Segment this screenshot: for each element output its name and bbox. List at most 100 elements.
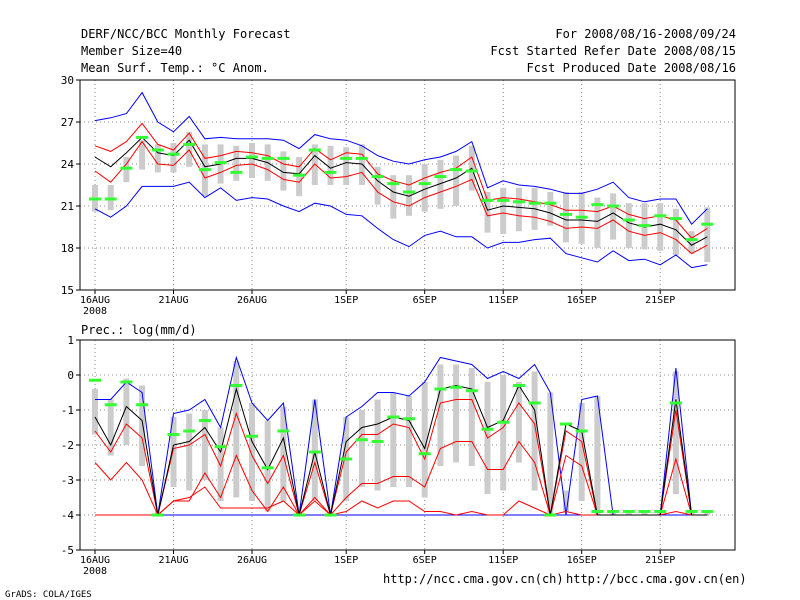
prec-observed-marker — [528, 401, 541, 405]
prec-ytick-label: -3 — [61, 474, 74, 487]
temp-observed-marker — [497, 198, 510, 202]
prec-ytick-label: -4 — [61, 509, 75, 522]
prec-ytick-label: -2 — [61, 439, 74, 452]
prec-observed-marker — [403, 417, 415, 421]
prec-spread-box — [547, 392, 554, 515]
prec-spread-box — [358, 410, 365, 487]
prec-observed-marker — [497, 420, 510, 424]
prec-observed-marker — [340, 457, 353, 461]
temp-observed-marker — [214, 161, 227, 165]
prec-observed-marker — [277, 429, 290, 433]
prec-ytick-label: 0 — [67, 369, 74, 382]
prec-observed-marker — [622, 510, 635, 513]
temp-spread-box — [154, 144, 161, 173]
temp-observed-marker — [450, 168, 463, 172]
prec-spread-box — [201, 410, 208, 480]
prec-observed-marker — [261, 466, 274, 470]
prec-observed-marker — [167, 433, 180, 436]
temp-spread-box — [421, 164, 428, 212]
temp-observed-marker — [575, 215, 588, 219]
prec-observed-marker — [701, 510, 714, 513]
temp-ytick-label: 18 — [61, 242, 74, 255]
prec-spread-box — [500, 375, 507, 491]
temp-spread-box — [515, 187, 522, 232]
prec-observed-marker — [246, 434, 258, 438]
temp-spread-box — [625, 203, 632, 248]
refer-date: Fcst Started Refer Date 2008/08/15 — [490, 44, 736, 58]
temp-observed-marker — [387, 182, 400, 186]
forecast-period: For 2008/08/16-2008/09/24 — [555, 27, 736, 41]
prec-observed-marker — [434, 387, 447, 391]
prec-ytick-label: -5 — [61, 544, 74, 557]
temp-observed-marker — [622, 218, 635, 222]
ncc-url[interactable]: http://ncc.cma.gov.cn(ch) — [383, 572, 564, 586]
prec-observed-marker — [136, 403, 149, 407]
temp-xtick-label: 16SEP — [567, 295, 597, 306]
temp-spread-box — [610, 193, 617, 240]
prec-spread-box — [139, 385, 146, 466]
prec-xtick-sublabel: 2008 — [83, 566, 107, 577]
temp-spread-box — [704, 207, 711, 262]
temp-observed-marker — [151, 148, 164, 152]
temp-spread-box — [406, 175, 412, 216]
prec-observed-marker — [450, 385, 463, 389]
temp-xtick-label: 6SEP — [413, 295, 437, 306]
prec-observed-marker — [685, 510, 698, 513]
temp-observed-marker — [544, 201, 557, 205]
temp-upper-line — [94, 122, 708, 239]
temp-spread-box — [170, 143, 177, 173]
temp-spread-box — [437, 159, 444, 209]
prec-observed-marker — [512, 384, 525, 387]
temp-spread-box — [390, 175, 397, 219]
prec-observed-marker — [293, 513, 306, 517]
temp-spread-box — [249, 143, 255, 178]
temp-observed-marker — [371, 175, 384, 179]
prec-observed-marker — [544, 513, 557, 517]
prec-mean-line — [94, 384, 708, 516]
temp-observed-marker — [261, 156, 274, 160]
temp-lower-line — [94, 140, 708, 255]
temp-frame — [79, 79, 736, 291]
prec-observed-marker — [387, 415, 400, 419]
temp-xtick-label: 21SEP — [645, 295, 675, 306]
temp-observed-marker — [355, 156, 368, 160]
temp-observed-marker — [685, 238, 698, 242]
temp-spread-box — [688, 231, 695, 254]
bcc-url[interactable]: http://bcc.cma.gov.cn(en) — [566, 572, 747, 586]
prec-observed-marker — [481, 427, 494, 431]
prec-observed-marker — [669, 401, 682, 405]
temp-xtick-label: 11SEP — [488, 295, 518, 306]
prec-observed-marker — [151, 513, 164, 517]
temp-max-line — [94, 91, 708, 225]
temp-observed-marker — [465, 169, 478, 173]
prec-spread-box — [531, 371, 538, 491]
chart-title: DERF/NCC/BCC Monthly Forecast — [81, 27, 291, 41]
temp-observed-marker — [403, 190, 415, 194]
prec-spread-box — [390, 392, 397, 487]
temp-observed-marker — [230, 170, 243, 174]
temp-spread-box — [563, 192, 569, 243]
prec-xtick-label: 16AUG — [80, 555, 110, 566]
prec-observed-marker — [560, 422, 572, 426]
temp-observed-marker — [89, 197, 101, 201]
temp-spread-box — [233, 145, 240, 181]
prec-observed-marker — [418, 452, 431, 456]
temp-spread-box — [594, 197, 601, 248]
prec-spread-box — [406, 396, 412, 487]
temp-ytick-label: 30 — [61, 74, 74, 87]
temp-observed-marker — [434, 175, 447, 179]
prec-ytick-label: 1 — [67, 334, 74, 347]
temp-observed-marker — [701, 222, 714, 226]
temp-spread-box — [484, 192, 491, 233]
temp-observed-marker — [136, 135, 149, 139]
prec-spread-box — [170, 417, 177, 487]
temp-observed-marker — [528, 201, 541, 205]
temp-observed-marker — [308, 148, 321, 152]
temp-spread-box — [547, 192, 554, 226]
grads-credit: GrADS: COLA/IGES — [5, 590, 92, 600]
temp-xtick-label: 21AUG — [158, 295, 188, 306]
prec-observed-marker — [465, 389, 478, 393]
temp-observed-marker — [340, 156, 353, 160]
prec-spread-box — [217, 427, 224, 501]
